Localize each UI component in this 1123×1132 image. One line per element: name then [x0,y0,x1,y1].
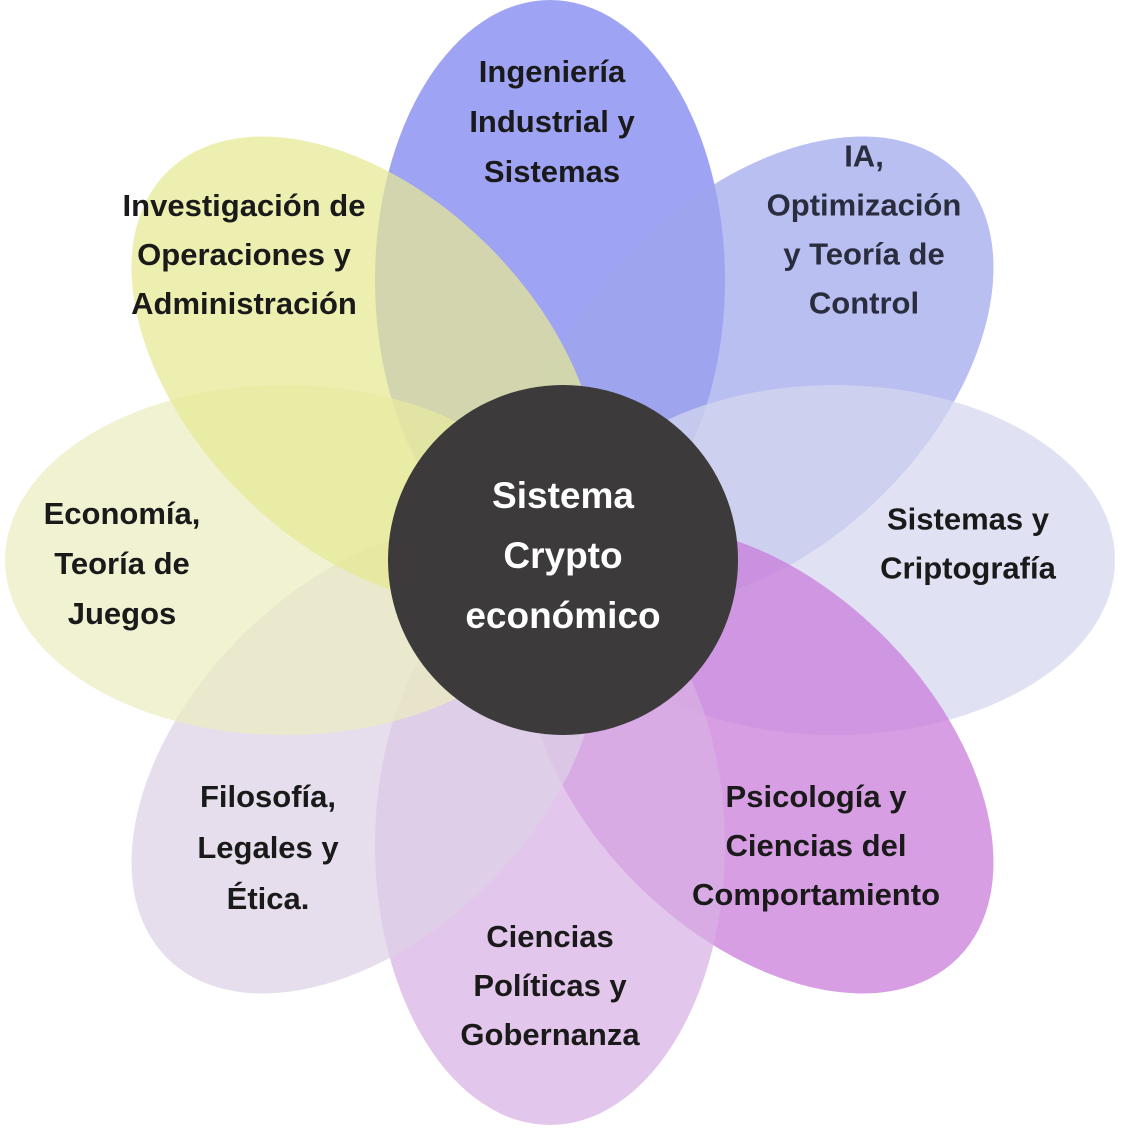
label-line: Ciencias [486,919,614,954]
label-ingenieria: Ingeniería Industrial y Sistemas [469,54,635,189]
label-line: Criptografía [880,551,1056,586]
label-ia: IA, Optimización y Teoría de Control [767,139,962,321]
label-line: IA, [844,139,884,174]
label-line: y Teoría de [783,237,944,272]
label-line: económico [465,595,660,636]
label-ciencias-politicas: Ciencias Políticas y Gobernanza [460,919,640,1052]
label-line: Control [809,286,919,321]
label-line: Investigación de [123,188,366,223]
label-line: Ingeniería [479,54,626,89]
center-label: Sistema Crypto económico [465,475,660,636]
label-economia: Economía, Teoría de Juegos [44,496,201,631]
petal-labels: Ingeniería Industrial y Sistemas IA, Optimi… [44,54,1057,1052]
label-line: Filosofía, [200,779,336,814]
label-sistemas-cripto: Sistemas y Criptografía [880,502,1056,586]
label-line: Teoría de [54,546,190,581]
label-line: Optimización [767,188,962,223]
label-line: Industrial y [469,104,635,139]
label-line: Sistemas y [887,502,1050,537]
label-line: Juegos [68,596,177,631]
label-line: Legales y [197,830,339,865]
label-line: Políticas y [473,968,627,1003]
label-investigacion: Investigación de Operaciones y Administrac… [123,188,366,321]
label-line: Sistema [492,475,634,516]
label-line: Gobernanza [460,1017,640,1052]
label-line: Ética. [227,881,310,916]
label-line: Ciencias del [726,828,907,863]
label-line: Sistemas [484,154,620,189]
label-line: Crypto [503,535,622,576]
label-line: Psicología y [726,779,908,814]
label-filosofia: Filosofía, Legales y Ética. [197,779,339,916]
label-line: Economía, [44,496,201,531]
label-line: Comportamiento [692,877,940,912]
center-circle [388,385,738,735]
label-psicologia: Psicología y Ciencias del Comportamiento [692,779,940,912]
label-line: Operaciones y [137,237,351,272]
label-line: Administración [131,286,357,321]
